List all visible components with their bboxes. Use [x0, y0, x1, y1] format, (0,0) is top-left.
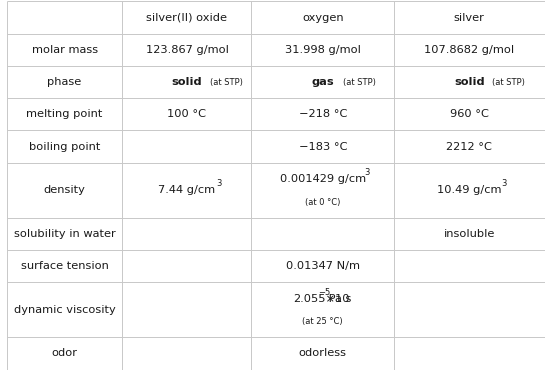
Text: solid: solid [171, 77, 202, 87]
Text: melting point: melting point [26, 109, 103, 119]
Text: 0.01347 N/m: 0.01347 N/m [286, 261, 360, 271]
Text: phase: phase [48, 77, 82, 87]
Text: 123.867 g/mol: 123.867 g/mol [146, 45, 228, 55]
Text: gas: gas [311, 77, 334, 87]
Text: 3: 3 [502, 179, 507, 188]
Text: 3: 3 [364, 168, 369, 177]
Text: odor: odor [51, 348, 78, 358]
Text: (at 25 °C): (at 25 °C) [302, 318, 343, 326]
Text: surface tension: surface tension [21, 261, 109, 271]
Text: insoluble: insoluble [444, 229, 495, 239]
Text: 0.001429 g/cm: 0.001429 g/cm [280, 174, 366, 184]
Text: −183 °C: −183 °C [299, 142, 347, 152]
Text: 3: 3 [216, 179, 222, 188]
Text: solid: solid [454, 77, 485, 87]
Text: 31.998 g/mol: 31.998 g/mol [285, 45, 361, 55]
Text: 960 °C: 960 °C [450, 109, 489, 119]
Text: (at STP): (at STP) [343, 78, 376, 86]
Text: silver(II) oxide: silver(II) oxide [146, 13, 228, 23]
Text: silver: silver [454, 13, 485, 23]
Text: 2.055×10: 2.055×10 [293, 294, 349, 304]
Text: odorless: odorless [299, 348, 347, 358]
Text: (at STP): (at STP) [492, 78, 525, 86]
Text: solubility in water: solubility in water [14, 229, 115, 239]
Text: 2212 °C: 2212 °C [447, 142, 492, 152]
Text: boiling point: boiling point [29, 142, 100, 152]
Text: 100 °C: 100 °C [168, 109, 206, 119]
Text: density: density [44, 185, 86, 195]
Text: oxygen: oxygen [302, 13, 343, 23]
Text: molar mass: molar mass [32, 45, 98, 55]
Text: (at 0 °C): (at 0 °C) [305, 198, 341, 207]
Text: 7.44 g/cm: 7.44 g/cm [158, 185, 216, 195]
Text: −5: −5 [318, 288, 330, 297]
Text: Pa s: Pa s [325, 294, 352, 304]
Text: dynamic viscosity: dynamic viscosity [14, 305, 115, 315]
Text: −218 °C: −218 °C [299, 109, 347, 119]
Text: 107.8682 g/mol: 107.8682 g/mol [424, 45, 514, 55]
Text: (at STP): (at STP) [210, 78, 242, 86]
Text: 10.49 g/cm: 10.49 g/cm [437, 185, 502, 195]
